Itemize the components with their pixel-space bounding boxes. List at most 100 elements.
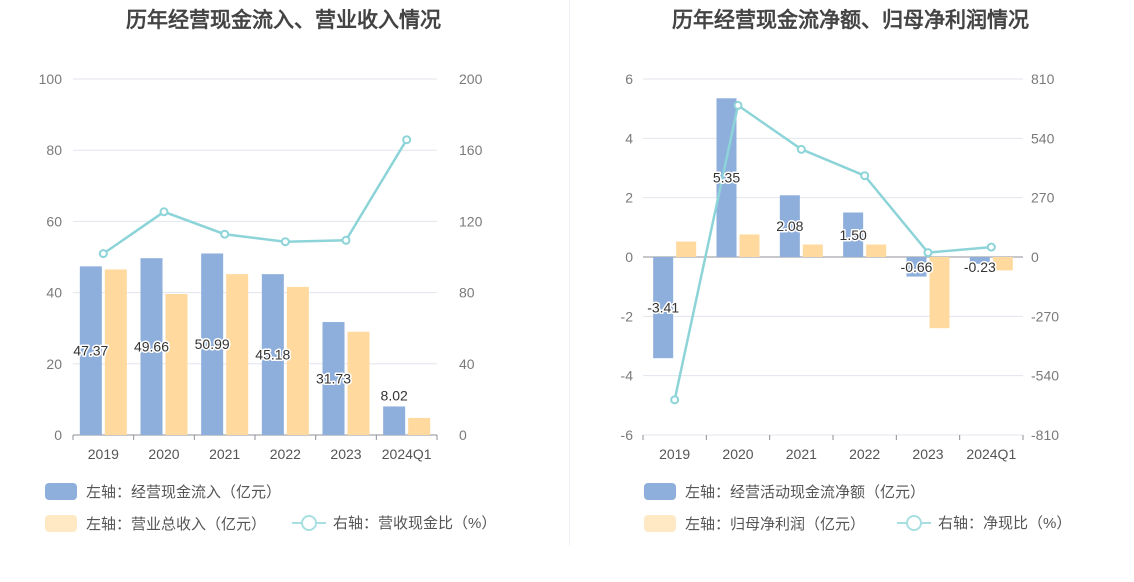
legend-item-net-cash-ratio[interactable]: 右轴：净现比（%） (897, 512, 1071, 533)
right-chart-svg: -6 -810 -4 -540 -2 -270 0 0 2 270 4 540 6 810 2019 2020… (621, 71, 1060, 462)
legend-label: 右轴：营收现金比（%） (333, 515, 497, 532)
left-axis-tick: -6 (621, 427, 634, 443)
bar (322, 322, 345, 435)
data-label: 2.08 (776, 218, 803, 234)
line-point (733, 100, 743, 110)
data-label: -0.23 (964, 259, 996, 275)
left-axis-tick: 0 (54, 427, 62, 443)
legend-label: 左轴：归母净利润（亿元） (685, 516, 866, 533)
line-point (280, 237, 290, 247)
left-axis-tick: -2 (621, 308, 634, 324)
right-axis-tick: -540 (1031, 368, 1059, 384)
bar (201, 253, 224, 435)
data-label: 45.18 (255, 347, 290, 363)
bar (261, 274, 284, 435)
line-point (796, 144, 806, 154)
legend-swatch-orange (45, 515, 77, 532)
x-axis-label: 2019 (659, 446, 690, 462)
bar (140, 258, 163, 435)
bar (676, 241, 697, 257)
left-chart-svg: 0 0 20 40 40 80 60 120 80 160 100 200 2019 2020 2021 20… (39, 71, 483, 462)
legend-label: 左轴：经营活动现金流净额（亿元） (685, 484, 926, 501)
legend-swatch-orange (644, 515, 676, 532)
data-label: 1.50 (840, 227, 867, 243)
line-point (341, 235, 351, 245)
line-point (923, 248, 933, 258)
bar (906, 257, 927, 277)
x-axis-label: 2023 (912, 446, 943, 462)
left-chart-title: 历年经营现金流入、营业收入情况 (126, 9, 441, 32)
right-axis-tick: 540 (1031, 130, 1055, 146)
data-label: 49.66 (134, 339, 169, 355)
data-label: -0.66 (901, 259, 933, 275)
x-axis-label: 2021 (786, 446, 817, 462)
right-chart-panel: 历年经营现金流净额、归母净利润情况 -6 -810 -4 -540 -2 -270 0 0 2 2… (567, 0, 1134, 582)
legend-item-net-profit[interactable]: 左轴：归母净利润（亿元） (644, 513, 865, 534)
bar (779, 195, 800, 257)
line-point (402, 135, 412, 145)
line-point (860, 171, 870, 181)
legend-item-net-cash-flow[interactable]: 左轴：经营活动现金流净额（亿元） (644, 481, 925, 502)
left-axis-tick: 20 (46, 356, 62, 372)
left-axis-tick: 100 (39, 71, 63, 87)
right-axis-tick: 0 (1031, 249, 1039, 265)
right-axis-tick: 160 (459, 142, 483, 158)
x-axis-label: 2020 (722, 446, 753, 462)
data-label: 50.99 (195, 336, 230, 352)
x-axis-label: 2019 (88, 446, 119, 462)
right-axis-tick: -270 (1031, 308, 1059, 324)
left-axis-tick: 0 (625, 249, 633, 265)
legend-label: 右轴：净现比（%） (938, 515, 1072, 532)
data-label: 47.37 (73, 343, 108, 359)
x-axis-label: 2022 (270, 446, 301, 462)
right-chart-title: 历年经营现金流净额、归母净利润情况 (672, 9, 1029, 32)
left-axis-tick: 60 (46, 213, 62, 229)
legend-line-icon (292, 513, 326, 533)
left-chart-panel: 历年经营现金流入、营业收入情况 0 0 20 40 40 80 60 120 80 160 100 2… (0, 9, 567, 534)
bar (992, 257, 1013, 271)
left-axis-tick: -4 (621, 368, 634, 384)
data-label: 31.73 (316, 371, 351, 387)
line-point (159, 207, 169, 217)
line-point (220, 229, 230, 239)
left-axis-tick: 6 (625, 71, 633, 87)
bar (739, 234, 760, 257)
x-axis-label: 2021 (209, 446, 240, 462)
bar (843, 212, 864, 257)
bar (347, 331, 370, 435)
left-axis-tick: 40 (46, 285, 62, 301)
x-axis-label: 2020 (148, 446, 179, 462)
bar (929, 257, 950, 329)
legend-item-cash-inflow[interactable]: 左轴：经营现金流入（亿元） (45, 481, 281, 502)
right-axis-tick: -810 (1031, 427, 1059, 443)
right-axis-tick: 40 (459, 356, 475, 372)
right-axis-tick: 810 (1031, 71, 1055, 87)
left-axis-tick: 2 (625, 190, 633, 206)
bar (802, 244, 823, 257)
ratio-line (102, 139, 408, 255)
panel-divider (569, 0, 570, 545)
left-axis-tick: 4 (625, 130, 633, 146)
legend-label: 左轴：营业总收入（亿元） (86, 516, 267, 533)
legend-label: 左轴：经营现金流入（亿元） (86, 484, 282, 501)
line-point (98, 249, 108, 259)
bar (286, 286, 309, 435)
bar (969, 257, 990, 264)
right-axis-tick: 0 (459, 427, 467, 443)
bar (653, 257, 674, 359)
line-point (670, 395, 680, 405)
right-axis-tick: 200 (459, 71, 483, 87)
legend-item-ratio[interactable]: 右轴：营收现金比（%） (292, 512, 496, 533)
legend-line-icon (897, 513, 931, 533)
left-legend: 左轴：经营现金流入（亿元） 左轴：营业总收入（亿元） 右轴：营收现金比（%） (0, 474, 567, 534)
x-axis-label: 2022 (849, 446, 880, 462)
x-axis-label: 2024Q1 (966, 446, 1016, 462)
bar (866, 244, 887, 257)
data-label: 8.02 (381, 387, 408, 403)
bar (226, 274, 249, 435)
x-axis-label: 2024Q1 (382, 446, 432, 462)
right-legend: 左轴：经营活动现金流净额（亿元） 左轴：归母净利润（亿元） 右轴：净现比（%） (567, 474, 1134, 534)
legend-item-revenue[interactable]: 左轴：营业总收入（亿元） (45, 513, 266, 534)
x-axis-label: 2023 (330, 446, 361, 462)
right-axis-tick: 80 (459, 285, 475, 301)
